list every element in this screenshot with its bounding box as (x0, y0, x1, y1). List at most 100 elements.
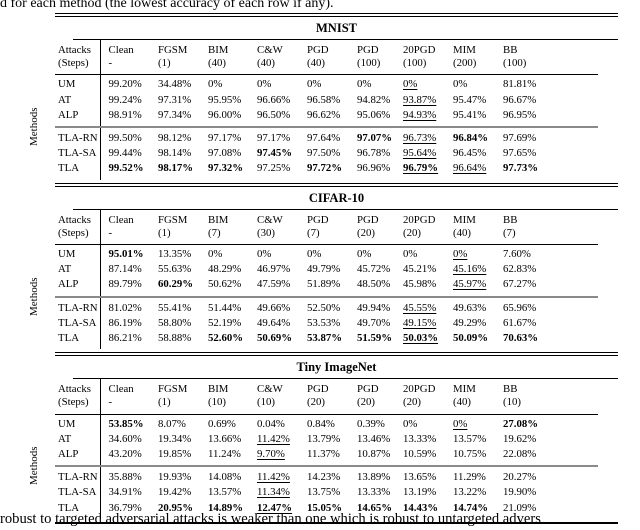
accuracy-cell: 49.64% (249, 316, 299, 331)
accuracy-cell: 96.58% (299, 93, 349, 108)
accuracy-value: 97.65% (503, 147, 537, 160)
attack-column-header: BIM (10) (200, 379, 249, 414)
accuracy-cell: 97.65% (495, 146, 598, 161)
attack-column-header: BIM (7) (200, 210, 249, 245)
accuracy-value: 97.72% (307, 162, 343, 175)
accuracy-value: 89.79% (108, 278, 142, 291)
accuracy-cell: 50.62% (200, 277, 249, 296)
accuracy-value: 11.42% (257, 432, 290, 445)
accuracy-value: 34.60% (108, 432, 142, 445)
table-row-tla-rn: TLA-RN 81.02% 55.41% 51.44% 49.66% 52.50% 49.9… (55, 295, 598, 316)
accuracy-cell: 49.70% (349, 316, 395, 331)
accuracy-value: 53.85% (108, 417, 144, 430)
accuracy-value: 11.29% (453, 471, 486, 484)
header-line: Attacks (58, 44, 91, 56)
accuracy-value: 97.64% (307, 132, 341, 145)
accuracy-value: 51.44% (208, 301, 242, 314)
accuracy-cell: 13.75% (299, 485, 349, 500)
accuracy-cell: 55.63% (150, 262, 200, 277)
attack-name: Clean (108, 383, 134, 396)
attack-name: BIM (208, 383, 229, 396)
accuracy-cell: 11.34% (249, 485, 299, 500)
accuracy-value: 0% (208, 248, 223, 261)
accuracy-value: 0.84% (307, 417, 335, 430)
attacks-steps-header: Attacks (Steps) (55, 40, 101, 75)
attack-column-header: C&W (30) (249, 210, 299, 245)
accuracy-cell: 45.16% (445, 262, 495, 277)
accuracy-cell: 27.08% (495, 414, 598, 432)
accuracy-value: 96.45% (453, 147, 487, 160)
attack-column-header: BIM (40) (200, 40, 249, 75)
accuracy-cell: 81.02% (100, 295, 150, 316)
accuracy-cell: 97.32% (200, 161, 249, 179)
accuracy-cell: 50.03% (395, 331, 445, 349)
attack-column-header: C&W (10) (249, 379, 299, 414)
method-name: TLA-RN (55, 126, 101, 147)
accuracy-cell: 0% (349, 245, 395, 263)
accuracy-value: 0% (307, 248, 322, 261)
attack-name: PGD (307, 213, 329, 226)
accuracy-cell: 70.63% (495, 331, 598, 349)
accuracy-cell: 96.00% (200, 108, 249, 127)
accuracy-value: 97.08% (208, 147, 242, 160)
accuracy-cell: 96.73% (395, 126, 445, 147)
table-row-tla-rn: TLA-RN 99.50% 98.12% 97.17% 97.17% 97.64% 97.0… (55, 126, 598, 147)
accuracy-value: 0% (453, 248, 468, 261)
accuracy-value: 13.46% (357, 432, 391, 445)
accuracy-value: 9.70% (257, 448, 285, 461)
accuracy-value: 99.50% (108, 132, 142, 145)
body-text-top: d for each method (the lowest accuracy o… (0, 0, 334, 11)
attack-column-header: 20PGD (20) (395, 379, 445, 414)
accuracy-value: 11.37% (307, 448, 340, 461)
accuracy-cell: 93.87% (395, 93, 445, 108)
accuracy-cell: 52.19% (200, 316, 249, 331)
attack-name: PGD (357, 44, 379, 56)
accuracy-value: 14.43% (403, 501, 439, 514)
attack-steps: (1) (158, 226, 171, 239)
accuracy-value: 20.95% (158, 501, 194, 514)
accuracy-cell: 0.84% (299, 414, 349, 432)
accuracy-value: 52.19% (208, 316, 242, 329)
accuracy-value: 27.08% (503, 417, 539, 430)
header-line: (Steps) (58, 226, 89, 239)
accuracy-cell: 19.42% (150, 485, 200, 500)
accuracy-value: 96.64% (453, 162, 487, 175)
accuracy-cell: 22.08% (495, 447, 598, 466)
accuracy-cell: 13.57% (200, 485, 249, 500)
accuracy-value: 22.08% (503, 448, 537, 461)
method-name: TLA-SA (55, 146, 101, 162)
method-name: TLA (55, 161, 101, 180)
method-name: TLA-RN (55, 465, 101, 486)
accuracy-cell: 89.79% (100, 277, 150, 296)
accuracy-value: 13.57% (453, 432, 487, 445)
accuracy-cell: 45.21% (395, 262, 445, 277)
rule-under-title (73, 208, 618, 210)
results-tables-block: MNIST Methods Attacks (Steps) Clean - FGSM (1… (28, 13, 618, 524)
attack-column-header: MIM (200) (445, 40, 495, 75)
accuracy-value: 11.34% (257, 486, 290, 499)
accuracy-value: 50.62% (208, 278, 242, 291)
attack-steps: (40) (307, 57, 325, 70)
table-tiny-imagenet: Tiny ImageNet Methods Attacks (Steps) Clea… (28, 352, 618, 522)
table-title: Tiny ImageNet (296, 360, 377, 375)
header-row: Attacks (Steps) Clean - FGSM (1) BIM (40) C&W (40… (55, 40, 598, 75)
accuracy-cell: 96.62% (299, 108, 349, 127)
accuracy-cell: 49.94% (349, 295, 395, 316)
accuracy-cell: 96.66% (249, 93, 299, 108)
accuracy-cell: 97.69% (495, 126, 598, 147)
accuracy-cell: 50.69% (249, 331, 299, 349)
accuracy-cell: 0% (299, 75, 349, 93)
accuracy-cell: 60.29% (150, 277, 200, 296)
accuracy-cell: 52.50% (299, 295, 349, 316)
accuracy-value: 50.03% (403, 332, 439, 345)
accuracy-cell: 10.59% (395, 447, 445, 466)
accuracy-cell: 12.47% (249, 501, 299, 519)
attack-name: 20PGD (403, 213, 436, 226)
accuracy-cell: 61.67% (495, 316, 598, 331)
accuracy-value: 0% (357, 248, 372, 261)
accuracy-cell: 94.93% (395, 108, 445, 127)
accuracy-cell: 48.29% (200, 262, 249, 277)
table-row-at: AT 87.14% 55.63% 48.29% 46.97% 49.79% 45.72% 45… (55, 262, 598, 278)
methods-rotated-label: Methods (28, 107, 40, 147)
accuracy-cell: 49.79% (299, 262, 349, 277)
